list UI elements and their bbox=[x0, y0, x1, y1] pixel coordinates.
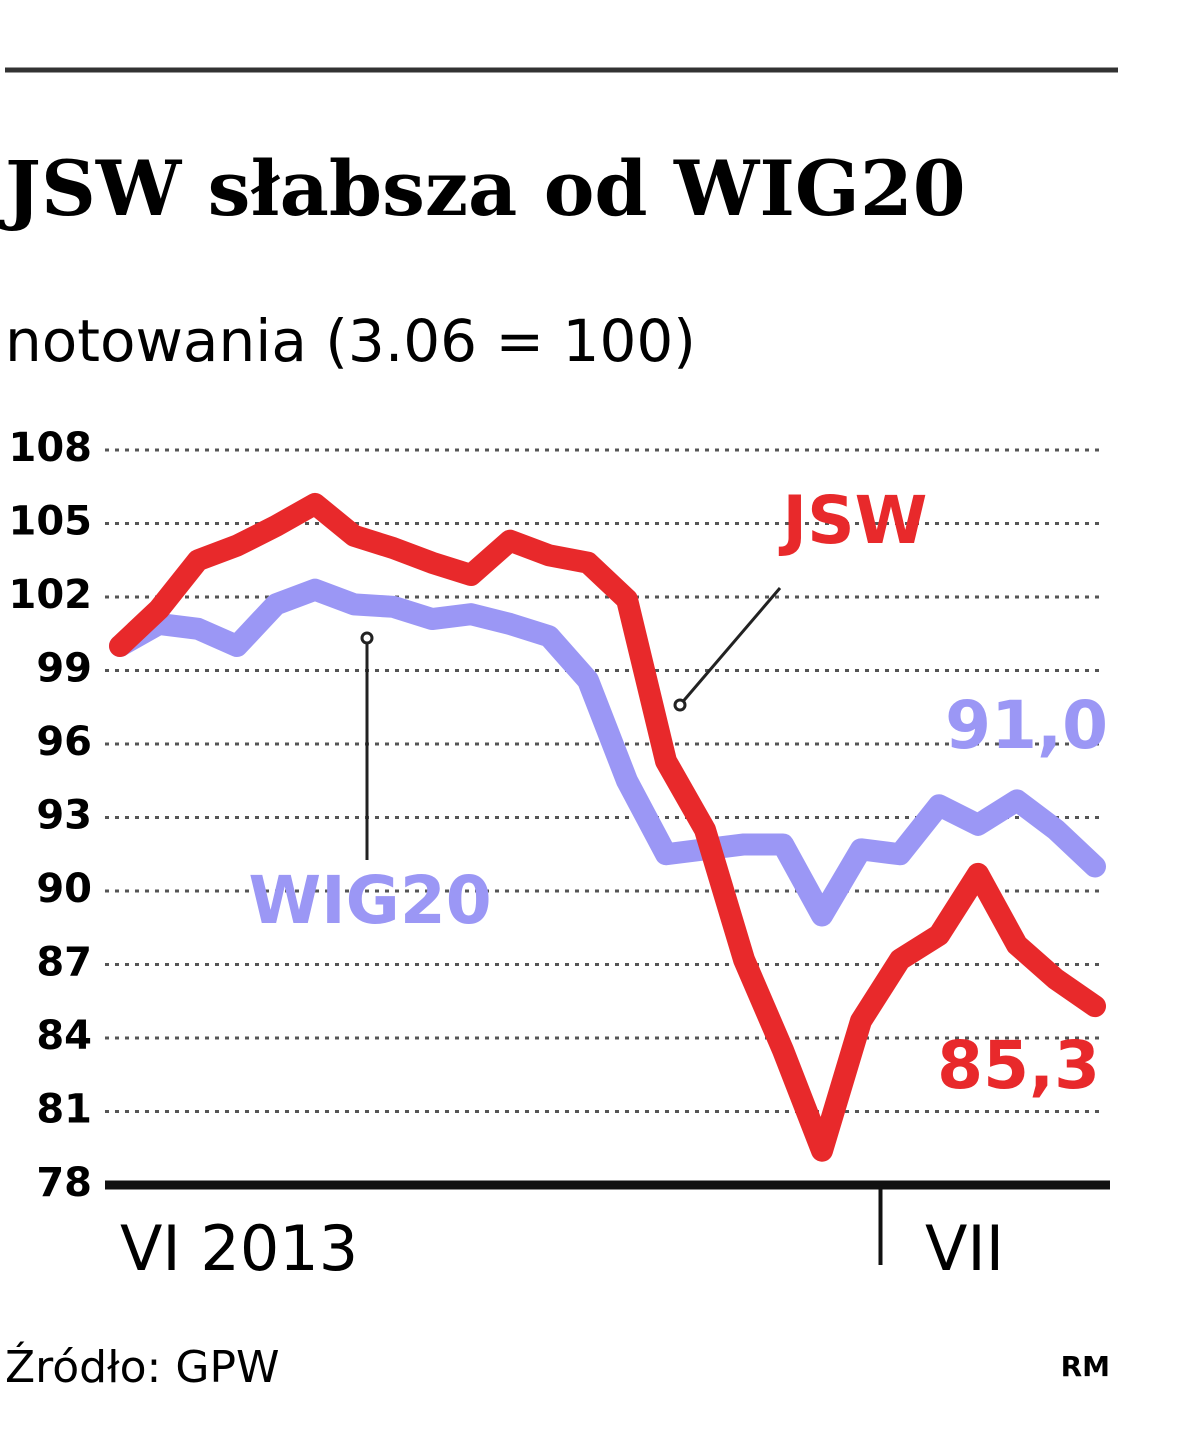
y-tick-label: 84 bbox=[36, 1013, 92, 1059]
leader-line bbox=[678, 587, 782, 706]
series-line bbox=[109, 578, 1106, 927]
legend-label: WIG20 bbox=[248, 862, 491, 939]
y-tick-label: 102 bbox=[9, 572, 93, 618]
y-tick-label: 93 bbox=[36, 793, 92, 839]
y-tick-label: 99 bbox=[36, 646, 92, 692]
y-tick-label: 96 bbox=[36, 719, 92, 765]
x-tick-label: VI 2013 bbox=[120, 1212, 358, 1285]
y-tick-label: 81 bbox=[36, 1087, 92, 1133]
y-tick-label: 78 bbox=[36, 1160, 92, 1206]
y-tick-label: 90 bbox=[36, 866, 92, 912]
y-tick-label: 105 bbox=[9, 499, 93, 545]
series-line bbox=[109, 492, 1106, 1162]
chart-subtitle: notowania (3.06 = 100) bbox=[5, 307, 696, 375]
y-tick-label: 108 bbox=[9, 425, 93, 471]
y-tick-label: 87 bbox=[36, 940, 92, 986]
end-label: 85,3 bbox=[937, 1027, 1100, 1104]
end-label: 91,0 bbox=[945, 687, 1108, 764]
leader-dot bbox=[673, 698, 687, 712]
source: Źródło: GPW bbox=[5, 1340, 279, 1393]
chart-title: JSW słabsza od WIG20 bbox=[0, 144, 966, 233]
leader-dot bbox=[360, 631, 374, 645]
x-tick-label: VII bbox=[925, 1212, 1004, 1285]
credit: RM bbox=[1061, 1350, 1110, 1383]
legend-label: JSW bbox=[779, 482, 928, 559]
